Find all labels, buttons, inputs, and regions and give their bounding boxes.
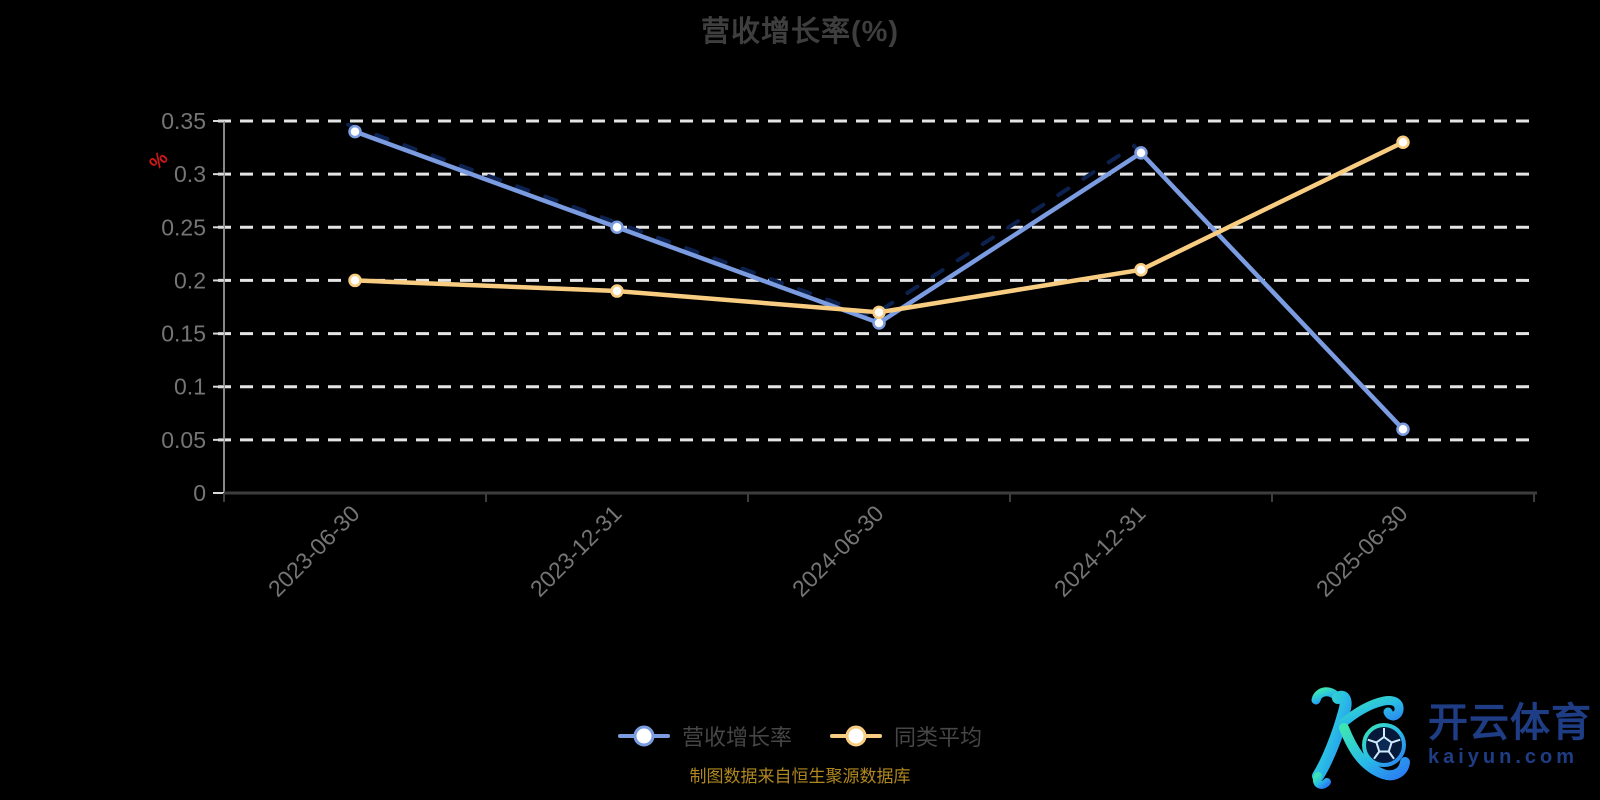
series-0-point-1[interactable]	[610, 220, 624, 235]
kaiyun-k-football-icon	[1311, 687, 1410, 789]
logo-brand-text: 开云体育	[1428, 700, 1592, 745]
y-tick-label: 0.05	[161, 427, 206, 453]
x-tick-label: 2023-12-31	[525, 500, 627, 602]
x-tick-label: 2024-06-30	[787, 500, 889, 602]
legend-item-revenue-growth[interactable]: 营收增长率	[617, 720, 792, 752]
legend-item-peer-average[interactable]: 同类平均	[830, 720, 982, 752]
y-tick-label: 0.35	[161, 108, 206, 134]
y-tick-label: 0	[193, 480, 206, 506]
chart-title: 营收增长率(%)	[700, 16, 900, 48]
legend-label-peer-average: 同类平均	[894, 725, 983, 750]
legend-label-revenue-growth: 营收增长率	[681, 725, 792, 750]
series-0-point-4[interactable]	[1396, 422, 1410, 436]
series-0-point-3[interactable]	[1134, 146, 1148, 160]
y-tick-label: 0.3	[174, 161, 206, 187]
chart-legend: 营收增长率 同类平均	[0, 712, 1600, 760]
data-source-note: 制图数据来自恒生聚源数据库	[689, 767, 911, 786]
series-0-point-2[interactable]	[872, 316, 886, 330]
logo-domain-text: kaiyun.com	[1428, 745, 1579, 768]
series-1-point-4[interactable]	[1396, 135, 1410, 150]
x-tick-label: 2023-06-30	[263, 500, 365, 602]
x-tick-label: 2025-06-30	[1311, 500, 1413, 602]
series-1-point-1[interactable]	[610, 284, 624, 298]
series-1-point-0[interactable]	[348, 273, 362, 288]
x-tick-label: 2024-12-31	[1049, 500, 1151, 602]
y-tick-label: 0.25	[161, 214, 206, 240]
series-1-point-2[interactable]	[872, 305, 886, 320]
y-tick-label: 0.1	[174, 374, 206, 400]
y-tick-label: 0.15	[161, 321, 206, 347]
legend-circle-icon	[633, 725, 655, 747]
legend-circle-icon	[845, 725, 867, 747]
legend-marker-peer-average	[830, 724, 882, 748]
series-0-shadow	[346, 122, 1398, 425]
series-0-point-0[interactable]	[348, 124, 362, 139]
series-1-point-3[interactable]	[1134, 263, 1148, 277]
kaiyun-logo[interactable]: 开云体育 kaiyun.com	[1286, 672, 1592, 798]
legend-marker-revenue-growth	[617, 724, 670, 748]
y-axis-name: %	[146, 148, 173, 175]
y-tick-label: 0.2	[174, 267, 206, 293]
line-chart[interactable]: 0 0.05 0.1 0.15 0.2 0.25 0.3 0.35 2023-06-30 2023…	[0, 0, 1600, 660]
